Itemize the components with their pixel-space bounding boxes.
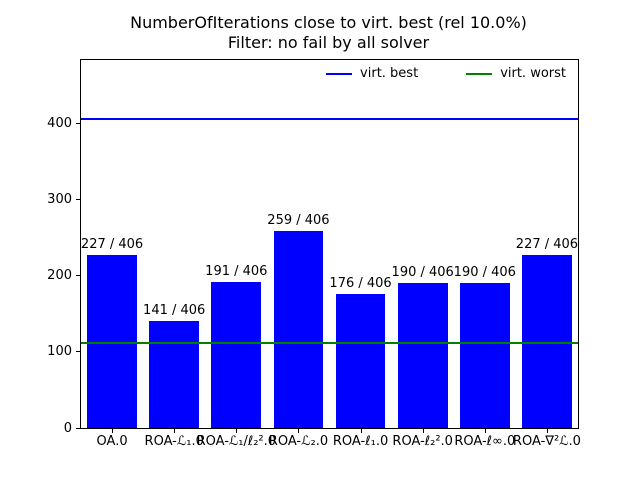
x-tick-mark	[484, 429, 486, 433]
x-tick-label: ROA-ℓ₁.0	[332, 434, 389, 449]
bar-value-label: 227 / 406	[80, 237, 144, 253]
x-tick-mark	[422, 429, 424, 433]
y-tick-mark	[76, 427, 80, 429]
y-tick-label: 200	[47, 268, 72, 284]
bar-OA.0	[87, 255, 137, 428]
legend-entry: virt. worst	[466, 66, 566, 82]
x-tick-label: ROA-ℓ∞.0	[454, 434, 516, 449]
y-tick-mark	[76, 275, 80, 277]
y-tick-label: 0	[63, 420, 72, 436]
bar-value-label: 191 / 406	[205, 264, 268, 280]
x-tick-label: OA.0	[96, 434, 128, 449]
bar-value-label: 176 / 406	[329, 275, 392, 291]
legend: virt. best virt. worst	[326, 66, 566, 82]
x-tick-mark	[546, 429, 548, 433]
x-tick-label: ROA-ℒ₂.0	[268, 434, 329, 449]
bar-ROA-ℒ₂.0	[273, 230, 324, 428]
bar-ROA-ℓ₁.0	[335, 293, 386, 428]
chart-title-line1: NumberOfIterations close to virt. best (…	[130, 13, 527, 32]
x-tick-label: ROA-ℒ₁.0	[144, 434, 204, 449]
bar-value-label: 190 / 406	[391, 265, 454, 281]
hline-virt-worst	[81, 341, 578, 344]
x-tick-mark	[360, 429, 362, 433]
hline-virt-best	[81, 117, 578, 120]
bar-ROA-ℒ₁.0	[149, 320, 200, 428]
y-tick-label: 400	[47, 115, 72, 131]
bar-value-label: 259 / 406	[267, 212, 330, 228]
bar-ROA-ℓ∞.0	[459, 283, 510, 428]
plot-area: 227 / 406 141 / 406 191 / 406 259 / 406 176 …	[47, 59, 581, 448]
x-tick-label: ROA-ℓ₂².0	[392, 434, 453, 449]
chart-title: NumberOfIterations close to virt. best (…	[80, 13, 577, 53]
x-tick-mark	[174, 429, 176, 433]
y-tick-mark	[76, 198, 80, 200]
x-tick-label: ROA-∇²ℒ.0	[512, 434, 581, 449]
bar-ROA-ℒ₁/ℓ₂².0	[211, 282, 262, 428]
bar-ROA-∇²ℒ.0	[522, 255, 572, 428]
legend-entry: virt. best	[326, 66, 418, 82]
x-tick-mark	[112, 429, 114, 433]
x-tick-label: ROA-ℒ₁/ℓ₂².0	[196, 434, 277, 449]
y-tick-label: 100	[47, 344, 72, 360]
bar-value-label: 190 / 406	[453, 265, 516, 281]
bar-value-label: 227 / 406	[515, 237, 579, 253]
legend-line-sample	[326, 73, 353, 75]
bar-value-label: 141 / 406	[143, 302, 206, 318]
x-tick-mark	[298, 429, 300, 433]
bar-ROA-ℓ₂².0	[397, 283, 448, 428]
legend-label: virt. worst	[500, 66, 566, 81]
x-tick-mark	[236, 429, 238, 433]
chart-title-line2: Filter: no fail by all solver	[227, 33, 430, 52]
legend-line-sample	[466, 73, 493, 75]
y-tick-mark	[76, 351, 80, 353]
y-tick-mark	[76, 122, 80, 124]
y-tick-label: 300	[47, 191, 72, 207]
legend-label: virt. best	[360, 66, 419, 81]
